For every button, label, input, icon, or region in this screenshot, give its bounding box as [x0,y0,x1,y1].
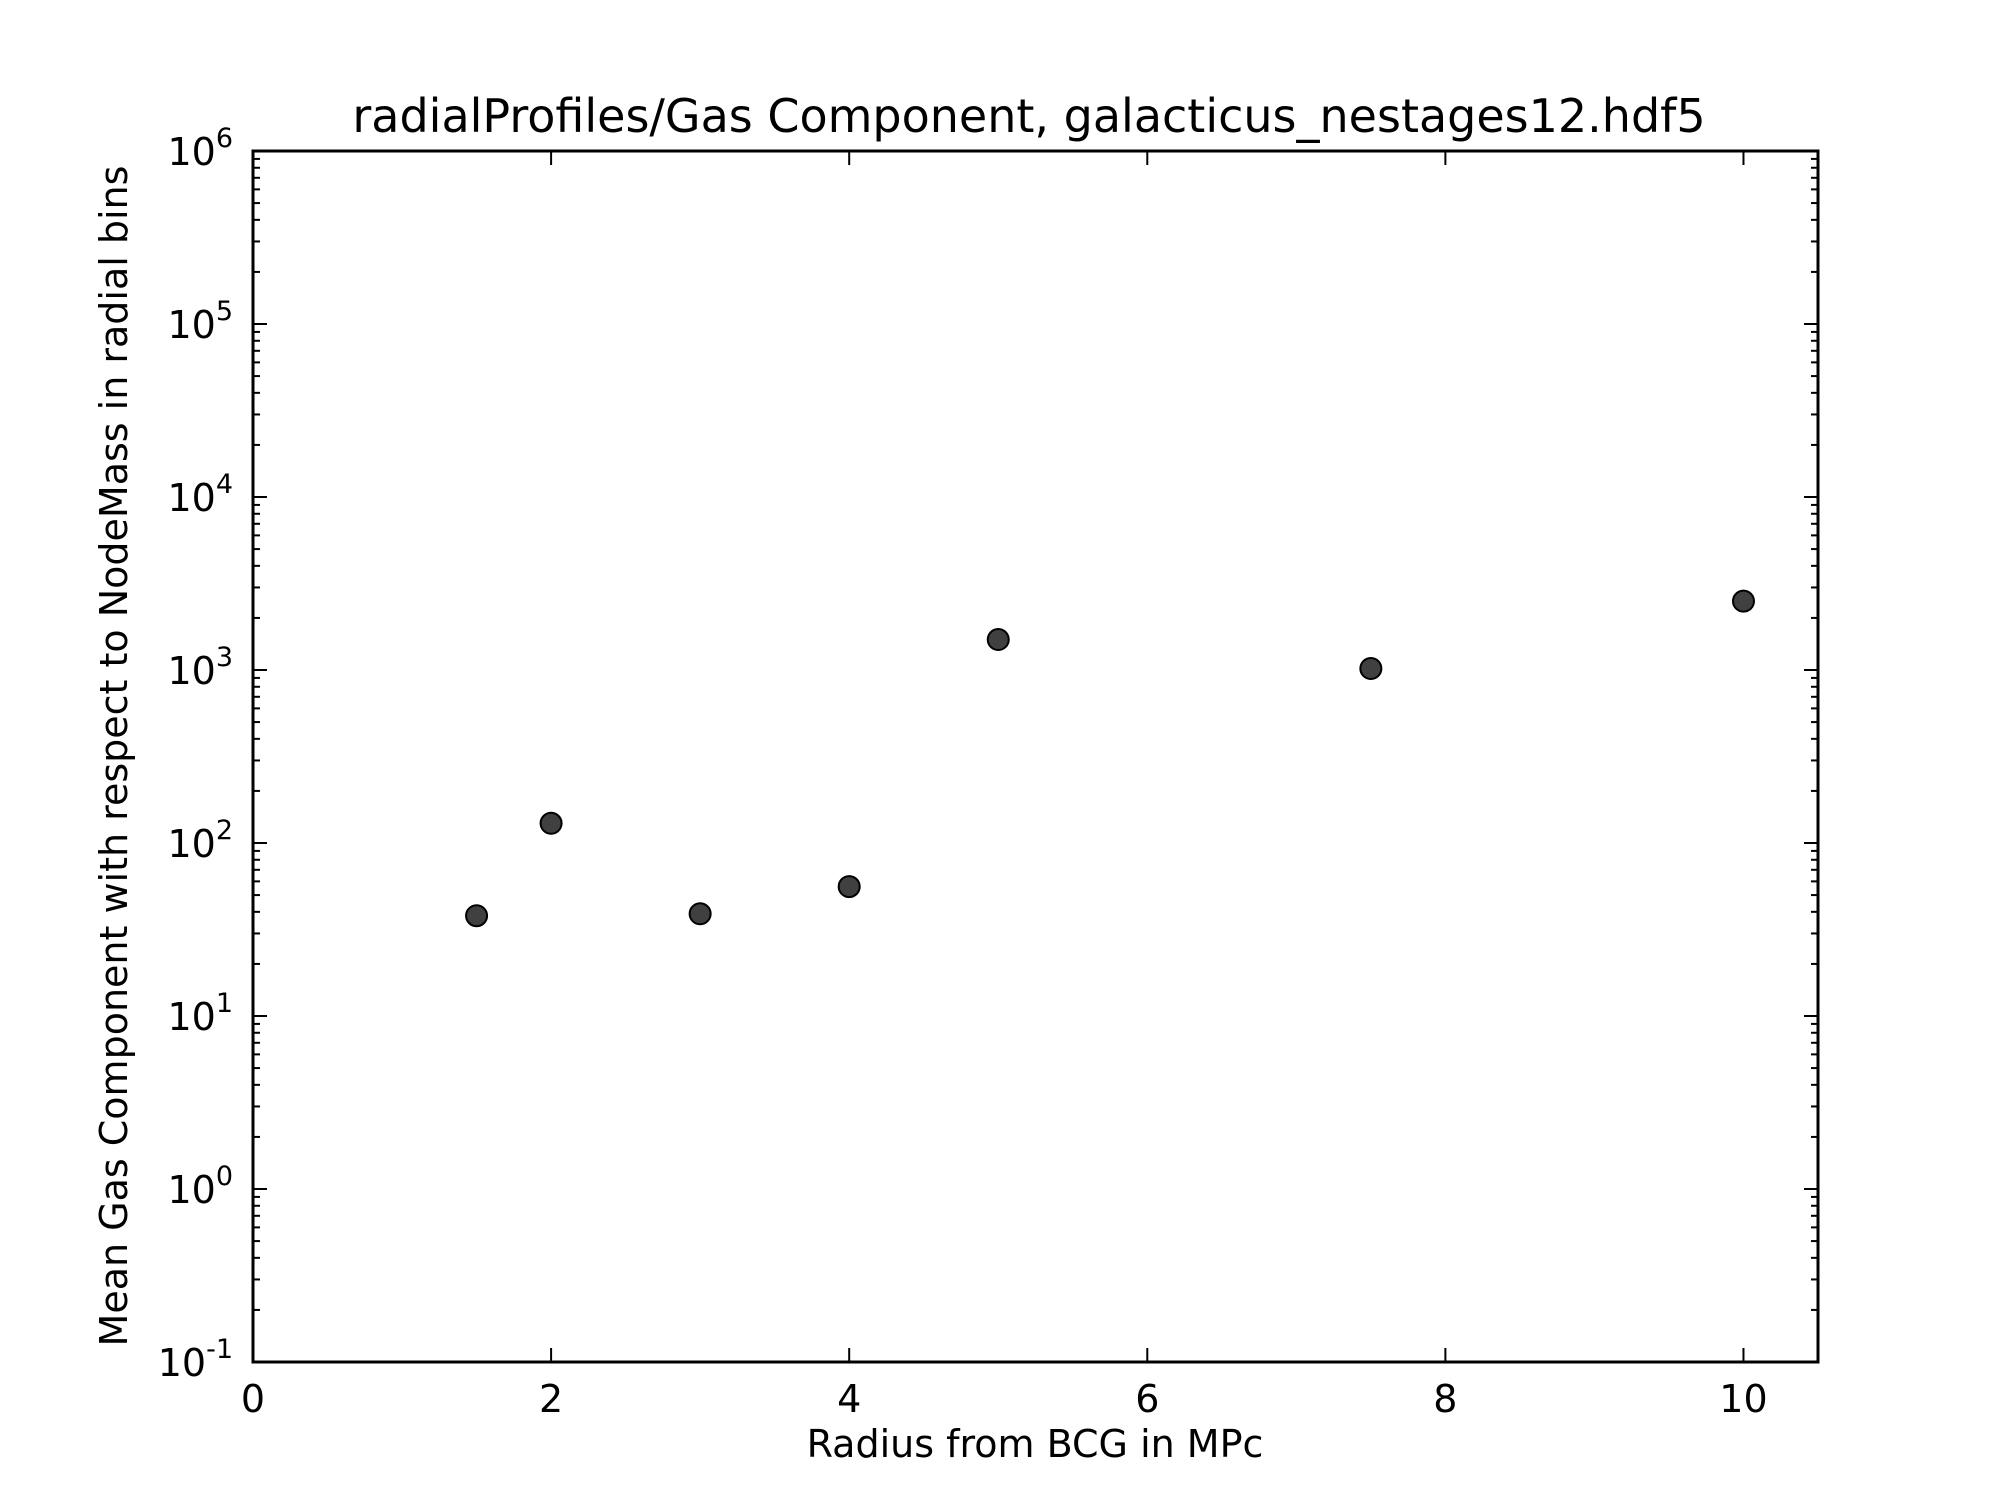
y-tick-label: 100 [167,1161,233,1212]
data-point [465,904,489,928]
data-point [1731,589,1755,613]
data-point [688,902,712,926]
x-tick-label: 0 [241,1377,265,1421]
data-points [465,589,1755,928]
x-tick-label: 2 [539,1377,563,1421]
y-tick-labels: 10-1 100 101 102 103 104 105 106 [158,123,233,1385]
y-tick-label: 104 [167,469,233,520]
y-tick-label: 106 [167,123,233,174]
x-tick-label: 4 [837,1377,861,1421]
data-point [539,811,563,835]
data-point [1359,657,1383,681]
y-axis-label: Mean Gas Component with respect to NodeM… [92,166,136,1347]
x-tick-labels: 0 2 4 6 8 10 [241,1377,1768,1421]
data-point [986,628,1010,652]
x-tick-label: 6 [1135,1377,1159,1421]
y-tick-label: 101 [167,988,233,1039]
y-tick-label: 105 [167,296,233,347]
axis-ticks [252,150,1818,1363]
chart-title: radialProfiles/Gas Component, galacticus… [352,89,1705,143]
y-tick-label: 102 [167,815,233,866]
x-tick-label: 10 [1719,1377,1767,1421]
x-axis-label: Radius from BCG in MPc [807,1422,1264,1466]
y-tick-label: 10-1 [158,1334,233,1385]
data-point [837,875,861,899]
plot-frame [251,149,1820,1364]
y-tick-label: 103 [167,642,233,693]
x-tick-label: 8 [1433,1377,1457,1421]
